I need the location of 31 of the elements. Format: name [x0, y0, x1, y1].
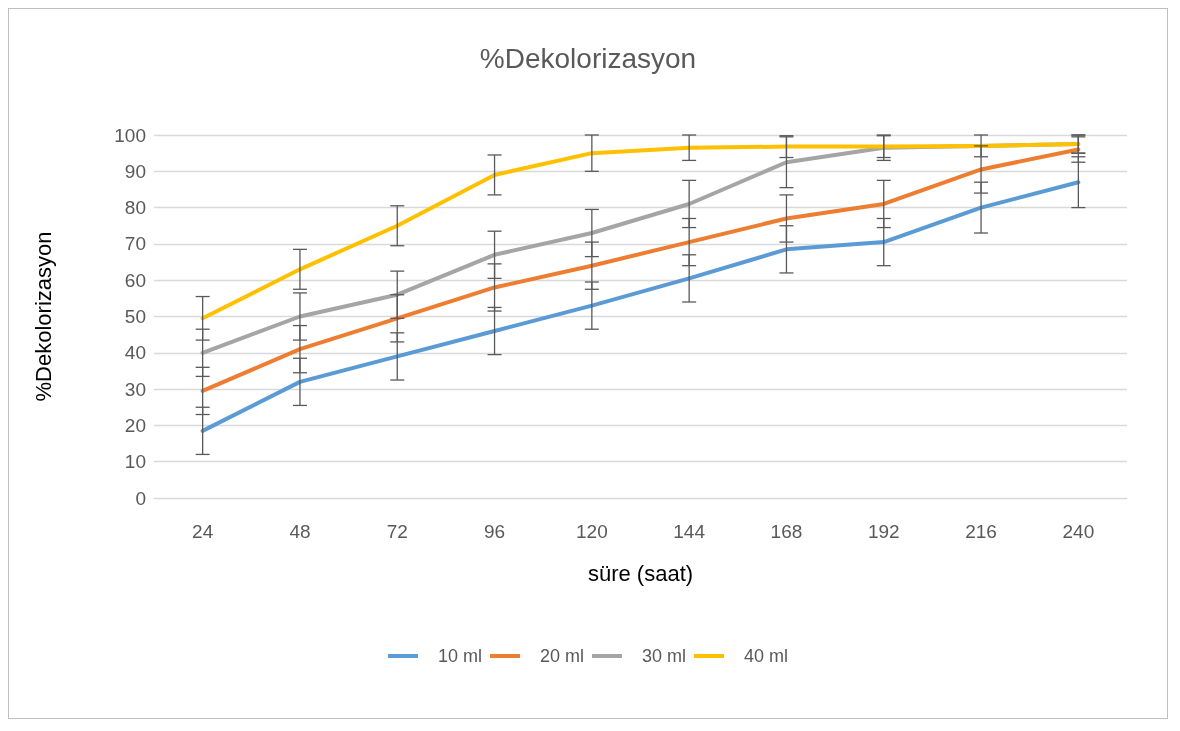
chart-title: %Dekolorizasyon: [479, 42, 697, 74]
y-tick-label: 60: [124, 269, 146, 291]
x-tick-label: 240: [1062, 521, 1095, 542]
y-tick-label: 50: [124, 306, 146, 327]
y-tick-label: 20: [124, 414, 146, 436]
x-tick-label: 120: [576, 521, 608, 542]
x-tick-label: 96: [483, 521, 506, 542]
x-tick-label: 72: [386, 521, 408, 542]
y-tick-label: 10: [124, 451, 146, 473]
x-tick-label: 24: [192, 521, 214, 542]
x-tick-label: 144: [673, 521, 706, 542]
legend-label: 10 ml: [437, 646, 482, 666]
x-tick-label: 168: [770, 521, 803, 542]
line-series: [200, 147, 1081, 393]
x-axis-title: süre (saat): [587, 560, 694, 586]
y-tick-label: 80: [124, 197, 146, 219]
y-tick-label: 70: [124, 233, 146, 255]
legend-label: 30 ml: [642, 646, 687, 666]
line-series: [200, 142, 1081, 321]
legend-label: 40 ml: [744, 646, 789, 666]
y-tick-label: 100: [114, 124, 146, 146]
y-axis-title: %Dekolorizasyon: [30, 231, 56, 402]
legend-label: 20 ml: [539, 646, 584, 666]
x-tick-label: 192: [867, 521, 900, 542]
y-tick-label: 30: [124, 378, 146, 400]
y-tick-label: 40: [124, 342, 146, 364]
x-tick-label: 48: [289, 521, 311, 542]
line-series: [200, 180, 1081, 433]
y-tick-label: 90: [124, 160, 146, 182]
x-tick-label: 216: [965, 521, 997, 542]
y-tick-label: 0: [135, 487, 146, 509]
